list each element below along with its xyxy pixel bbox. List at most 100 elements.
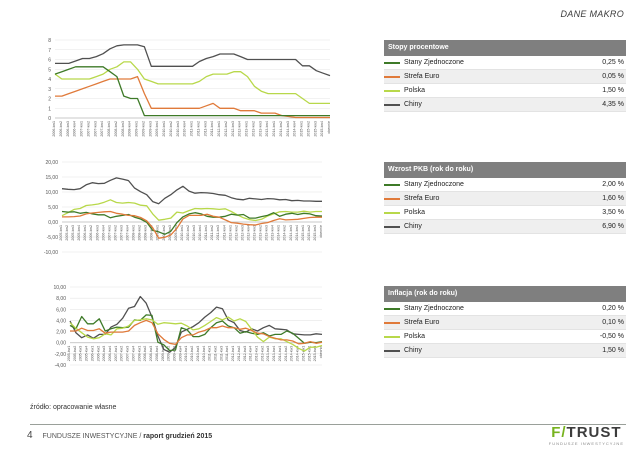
x-tick-label: 2005-kw2 — [73, 346, 77, 362]
y-tick-label: 2 — [48, 97, 51, 103]
legend-title: Stopy procentowe — [384, 40, 626, 56]
y-tick-label: 6 — [48, 58, 51, 64]
series-line-eu — [55, 75, 330, 119]
x-tick-label: 2007-kw2 — [120, 346, 124, 362]
x-tick-label: 2007-kw3 — [93, 121, 97, 137]
x-tick-label: 2008-kw4 — [128, 121, 132, 137]
logo-tagline: FUNDUSZE INWESTYCYJNE — [548, 441, 624, 446]
legend-name: Polska — [404, 333, 426, 340]
x-tick-label: 2010-kw4 — [198, 225, 202, 241]
legend-value: 1,50 % — [602, 87, 624, 94]
x-tick-label: 2010-kw1 — [184, 346, 188, 362]
x-tick-label: 2015-kw3 — [313, 225, 317, 241]
legend-swatch-cn — [384, 349, 400, 352]
legend-row: Stany Zjednoczone 0,20 % — [384, 302, 626, 316]
x-tick-label: 2010-kw3 — [196, 346, 200, 362]
x-tick-label: 2014-kw4 — [295, 225, 299, 241]
legend-value: 4,35 % — [602, 101, 624, 108]
x-tick-label: 2015-kw4 — [320, 121, 324, 137]
x-tick-label: 2009-kw1 — [161, 346, 165, 362]
logo-brand: F/TRUST — [551, 424, 622, 441]
legend-title: Inflacja (rok do roku) — [384, 286, 626, 302]
y-tick-label: -5,00 — [47, 235, 59, 241]
inflation-chart: -4,00 -2,00 0,00 2,00 4,00 6,00 8,00 10,00 2005-… — [53, 285, 323, 369]
x-tick-label: 2015-kw3 — [313, 121, 317, 137]
legend-row: Polska 3,50 % — [384, 206, 626, 220]
series-line-us — [61, 210, 323, 235]
x-tick-label: 2009-kw1 — [156, 225, 160, 241]
legend-value: 0,05 % — [602, 73, 624, 80]
y-tick-label: 2,00 — [56, 330, 66, 336]
y-tick-label: 15,00 — [45, 175, 58, 181]
x-tick-label: 2005-kw1 — [59, 225, 63, 241]
x-tick-label: 2008-kw3 — [149, 346, 153, 362]
page-number: 4 — [27, 430, 33, 441]
x-tick-label: 2014-kw2 — [279, 121, 283, 137]
x-tick-label: 2011-kw3 — [203, 121, 207, 136]
y-tick-label: -4,00 — [55, 363, 67, 369]
legend-name: Stany Zjednoczone — [404, 59, 464, 66]
x-tick-label: 2014-kw2 — [283, 225, 287, 241]
x-tick-label: 2007-kw2 — [86, 121, 90, 137]
x-tick-label: 2011-kw1 — [204, 225, 208, 240]
legend-swatch-pl — [384, 335, 400, 338]
legend-gdp-growth: Wzrost PKB (rok do roku) Stany Zjednoczo… — [384, 162, 626, 234]
legend-row: Chiny 6,90 % — [384, 220, 626, 234]
x-tick-label: 2012-kw1 — [231, 346, 235, 362]
x-tick-label: 2008-kw1 — [107, 121, 111, 137]
legend-value: 3,50 % — [602, 209, 624, 216]
x-tick-label: 2010-kw2 — [190, 346, 194, 362]
x-tick-label: 2014-kw3 — [286, 121, 290, 137]
legend-swatch-cn — [384, 103, 400, 106]
gdp-growth-chart: -10,00 -5,00 0,00 5,00 10,00 15,00 20,00 2005-k… — [44, 160, 323, 256]
series-line-cn — [55, 44, 331, 77]
x-tick-label: obecnie — [327, 121, 331, 134]
x-tick-label: 2005-kw3 — [79, 346, 83, 362]
legend-swatch-pl — [384, 211, 400, 214]
x-tick-label: 2015-kw2 — [307, 346, 311, 362]
x-tick-label: 2010-kw1 — [180, 225, 184, 241]
x-tick-label: 2006-kw2 — [89, 225, 93, 241]
legend-swatch-eu — [384, 75, 400, 78]
series-line-pl — [54, 61, 330, 105]
x-tick-label: 2013-kw4 — [272, 346, 276, 362]
x-tick-label: 2005-kw4 — [77, 225, 81, 241]
page-title: DANE MAKRO — [560, 9, 624, 19]
x-tick-label: 2013-kw1 — [252, 225, 256, 241]
legend-name: Polska — [404, 87, 426, 94]
x-tick-label: 2009-kw3 — [172, 346, 176, 362]
y-tick-label: -10,00 — [44, 250, 58, 256]
x-tick-label: 2006-kw1 — [52, 121, 56, 137]
x-tick-label: 2010-kw3 — [192, 225, 196, 241]
x-tick-label: 2010-kw3 — [176, 121, 180, 137]
legend-interest-rates: Stopy procentowe Stany Zjednoczone 0,25 … — [384, 40, 626, 112]
legend-row: Polska 1,50 % — [384, 84, 626, 98]
y-tick-label: 6,00 — [56, 307, 66, 313]
x-tick-label: 2012-kw3 — [231, 121, 235, 137]
x-tick-label: 2013-kw4 — [265, 121, 269, 137]
legend-title: Wzrost PKB (rok do roku) — [384, 162, 626, 178]
series-line-eu — [62, 210, 322, 239]
x-tick-label: 2015-kw2 — [306, 121, 310, 137]
y-tick-label: 8,00 — [56, 296, 66, 302]
legend-name: Strefa Euro — [404, 195, 440, 202]
x-tick-label: 2007-kw3 — [119, 225, 123, 241]
logo: F/TRUST FUNDUSZE INWESTYCYJNE — [549, 424, 624, 446]
x-tick-label: 2013-kw3 — [258, 121, 262, 137]
legend-row: Strefa Euro 0,05 % — [384, 70, 626, 84]
x-tick-label: 2010-kw1 — [162, 121, 166, 137]
y-tick-label: 0,00 — [56, 341, 66, 347]
x-tick-label: 2014-kw1 — [278, 346, 282, 362]
legend-value: -0,50 % — [599, 333, 624, 340]
x-tick-label: 2008-kw1 — [132, 225, 136, 241]
x-tick-label: 2007-kw1 — [107, 225, 111, 241]
x-tick-label: 2015-kw1 — [300, 121, 304, 137]
x-tick-label: 2011-kw4 — [225, 346, 229, 361]
x-tick-label: 2010-kw4 — [202, 346, 206, 362]
x-tick-label: 2014-kw1 — [277, 225, 281, 241]
x-tick-label: 2009-kw3 — [148, 121, 152, 137]
legend-value: 2,00 % — [602, 181, 624, 188]
footer-separator: / — [139, 433, 142, 440]
x-tick-label: 2008-kw1 — [137, 346, 141, 362]
x-tick-label: 2011-kw2 — [214, 346, 218, 361]
